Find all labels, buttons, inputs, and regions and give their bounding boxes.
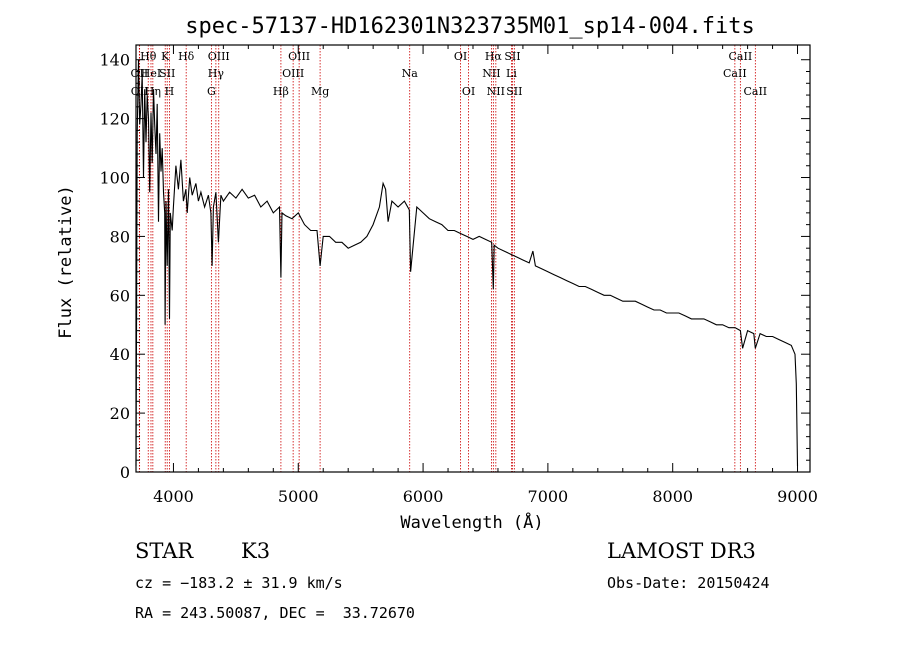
line-label-24: SII — [506, 85, 522, 98]
object-type: STAR — [135, 539, 194, 563]
y-tick-label: 20 — [110, 404, 130, 423]
line-label-27: CaII — [743, 85, 767, 98]
x-tick-label: 6000 — [403, 487, 444, 506]
x-tick-label: 5000 — [278, 487, 319, 506]
line-label-23: Li — [506, 67, 517, 80]
axis-ticks — [136, 45, 810, 473]
y-tick-label: 120 — [99, 110, 130, 129]
line-label-20: NII — [482, 67, 500, 80]
x-tick-label: 9000 — [777, 487, 818, 506]
x-tick-label: 4000 — [153, 487, 194, 506]
x-tick-label: 7000 — [528, 487, 569, 506]
line-label-18: OI — [462, 85, 475, 98]
obs-date: Obs-Date: 20150424 — [607, 574, 770, 592]
x-axis-label: Wavelength (Å) — [400, 511, 543, 533]
y-tick-label: 140 — [99, 51, 130, 70]
line-label-0: OII — [131, 67, 149, 80]
line-label-10: Hγ — [208, 67, 225, 80]
y-tick-label: 100 — [99, 169, 130, 188]
line-label-2: Hθ — [140, 50, 157, 63]
line-label-19: Hα — [485, 50, 503, 63]
line-label-17: OI — [454, 50, 467, 63]
plot-frame — [135, 44, 811, 473]
line-label-3: HeI — [141, 67, 161, 80]
line-label-15: Mg — [311, 85, 329, 98]
spectral-subclass: K3 — [241, 539, 271, 563]
line-label-26: CaII — [723, 67, 747, 80]
line-label-5: K — [161, 50, 170, 63]
survey-label: LAMOST DR3 — [607, 539, 756, 563]
y-tick-label: 80 — [110, 227, 130, 246]
y-tick-label: 40 — [110, 345, 130, 364]
line-label-22: SII — [504, 50, 520, 63]
line-label-21: NII — [487, 85, 505, 98]
line-label-6: SII — [159, 67, 175, 80]
y-axis-label: Flux (relative) — [56, 185, 76, 339]
y-tick-label: 60 — [110, 286, 130, 305]
line-label-11: G — [207, 85, 216, 98]
velocity-readout: cz = −183.2 ± 31.9 km/s — [135, 574, 343, 592]
line-markers — [138, 45, 756, 472]
line-label-7: H — [165, 85, 175, 98]
line-label-12: Hβ — [273, 85, 289, 98]
coordinates: RA = 243.50087, DEC = 33.72670 — [135, 604, 415, 622]
y-tick-label: 0 — [120, 463, 130, 482]
line-label-13: OIII — [288, 50, 310, 63]
line-label-25: CaII — [729, 50, 753, 63]
line-label-8: Hδ — [178, 50, 195, 63]
line-label-16: Na — [402, 67, 419, 80]
x-tick-label: 8000 — [652, 487, 693, 506]
spectrum-line — [135, 59, 799, 467]
line-label-4: Hη — [145, 85, 161, 98]
chart-title: spec-57137-HD162301N323735M01_sp14-004.f… — [185, 14, 755, 39]
line-label-14: OIII — [282, 67, 304, 80]
axis-tick-labels: 4000 5000 6000 7000 8000 9000 0 20 40 60 80 100 120 1… — [99, 51, 817, 506]
line-label-9: OIII — [208, 50, 230, 63]
